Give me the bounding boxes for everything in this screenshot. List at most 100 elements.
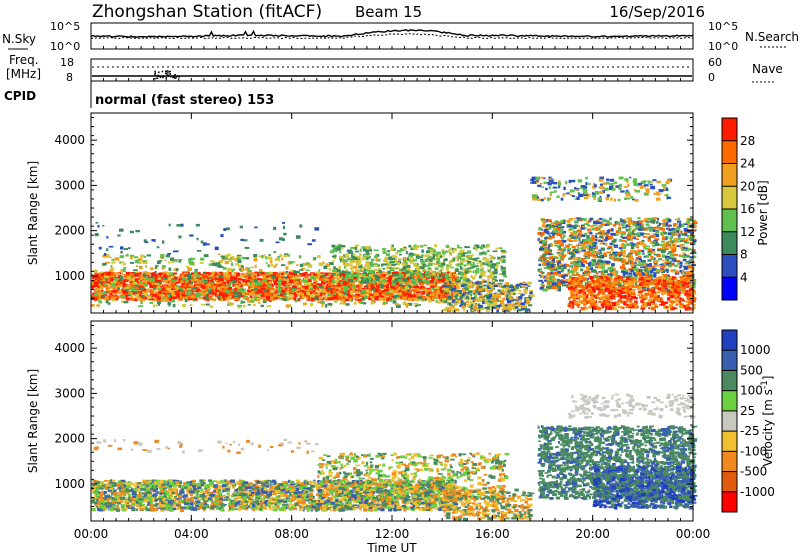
power-echo — [451, 281, 455, 284]
power-echo — [250, 294, 253, 298]
power-echo — [267, 284, 270, 287]
power-echo — [602, 220, 607, 223]
power-echo — [190, 297, 193, 301]
power-echo — [566, 224, 571, 228]
power-echo — [203, 280, 209, 282]
power-echo — [135, 271, 140, 274]
power-echo — [308, 278, 312, 283]
power-echo — [333, 292, 337, 296]
power-echo — [162, 289, 168, 292]
power-echo — [670, 257, 675, 260]
power-echo — [487, 269, 492, 273]
power-echo — [643, 219, 649, 222]
power-echo — [175, 293, 180, 297]
power-echo — [200, 303, 206, 306]
power-echo — [260, 295, 264, 298]
power-echo — [322, 288, 327, 291]
power-echo — [425, 270, 430, 275]
power-echo — [230, 262, 234, 267]
power-echo — [332, 299, 338, 302]
power-echo — [332, 297, 336, 301]
power-echo — [478, 303, 481, 306]
power-echo — [200, 285, 205, 289]
power-echo — [673, 223, 677, 227]
power-echo — [370, 278, 374, 282]
power-echo — [487, 261, 492, 264]
power-echo — [466, 261, 471, 264]
power-echo — [499, 258, 503, 262]
power-echo — [333, 255, 336, 258]
power-echo — [149, 289, 152, 293]
power-echo — [281, 284, 284, 287]
power-echo — [677, 217, 681, 220]
power-echo — [481, 270, 487, 274]
power-echo — [163, 279, 168, 283]
power-echo — [434, 278, 440, 281]
power-echo — [156, 296, 160, 300]
power-echo — [418, 295, 424, 298]
power-echo — [428, 298, 431, 301]
power-echo — [487, 249, 490, 253]
power-echo — [605, 220, 610, 223]
power-echo — [162, 290, 167, 293]
power-echo — [421, 261, 426, 264]
power-echo — [525, 298, 530, 301]
power-echo — [227, 288, 230, 291]
power-echo — [137, 294, 143, 297]
power-echo — [169, 272, 174, 275]
power-echo — [383, 283, 387, 286]
power-echo — [408, 252, 414, 256]
power-echo — [121, 300, 124, 303]
power-echo — [307, 279, 310, 281]
power-echo — [180, 298, 183, 301]
power-echo — [282, 278, 287, 281]
power-echo — [445, 276, 449, 281]
power-echo — [98, 280, 102, 283]
power-echo — [220, 280, 223, 283]
power-echo — [630, 245, 635, 250]
power-echo — [129, 292, 133, 294]
power-echo — [389, 261, 395, 264]
power-echo — [277, 255, 281, 258]
power-echo — [93, 283, 96, 287]
power-echo — [362, 279, 366, 283]
power-echo — [290, 270, 295, 273]
power-echo — [416, 274, 419, 277]
power-echo — [633, 250, 637, 254]
power-echo — [122, 287, 125, 290]
power-echo — [187, 267, 192, 271]
power-echo — [608, 247, 612, 250]
power-echo — [491, 304, 497, 306]
power-echo — [457, 256, 460, 258]
power-echo — [362, 302, 367, 305]
power-echo — [423, 244, 428, 247]
power-echo — [488, 303, 492, 307]
power-echo — [155, 283, 160, 286]
power-echo — [287, 261, 290, 265]
power-echo — [93, 297, 98, 301]
power-echo — [374, 255, 378, 259]
power-echo — [538, 279, 543, 282]
power-echo — [336, 291, 340, 294]
power-echo — [470, 303, 474, 306]
power-echo — [280, 272, 284, 276]
power-echo — [363, 248, 367, 252]
power-echo — [139, 280, 143, 284]
power-echo — [446, 290, 449, 293]
power-echo — [635, 238, 639, 240]
power-echo — [206, 272, 211, 274]
power-echo — [412, 270, 417, 273]
power-echo — [369, 293, 375, 297]
power-echo — [272, 294, 278, 297]
power-echo — [314, 286, 317, 290]
power-echo — [248, 281, 254, 284]
power-echo — [250, 279, 256, 282]
power-echo — [452, 256, 457, 259]
power-echo — [110, 277, 114, 280]
power-echo — [153, 274, 158, 278]
power-echo — [198, 297, 203, 300]
power-echo — [235, 259, 238, 262]
power-echo — [318, 262, 324, 266]
power-echo — [381, 248, 387, 251]
power-echo — [138, 279, 141, 282]
